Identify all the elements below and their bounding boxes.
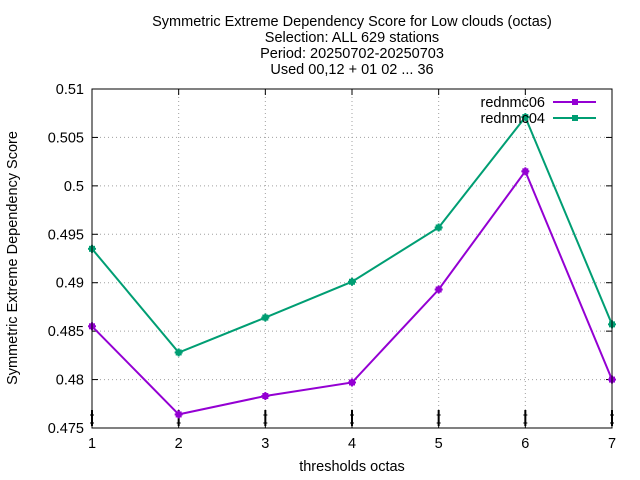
y-tick-label: 0.485 (48, 324, 84, 340)
legend-marker-rednmc04 (572, 115, 578, 121)
y-tick-label: 0.49 (56, 276, 84, 292)
chart-title: Symmetric Extreme Dependency Score for L… (152, 14, 552, 78)
title-line-4: Used 00,12 + 01 02 ... 36 (270, 62, 433, 78)
tick-labels: 0.475 0.48 0.485 0.49 0.495 0.5 0.505 0.51 1 2 3 4 5… (48, 82, 616, 452)
y-tick-label: 0.505 (48, 130, 84, 146)
plot-border (91, 88, 613, 429)
x-tick-label: 4 (348, 436, 356, 452)
x-tick-label: 5 (435, 436, 443, 452)
y-tick-label: 0.51 (56, 82, 84, 98)
series-rednmc06 (88, 167, 616, 419)
title-line-3: Period: 20250702-20250703 (260, 46, 444, 62)
x-tick-label: 1 (88, 436, 96, 452)
legend-label-rednmc06: rednmc06 (481, 95, 545, 111)
y-tick-label: 0.5 (64, 179, 84, 195)
y-tick-label: 0.48 (56, 373, 84, 389)
x-tick-label: 2 (175, 436, 183, 452)
title-line-1: Symmetric Extreme Dependency Score for L… (152, 14, 552, 30)
x-axis-label: thresholds octas (299, 459, 405, 475)
title-line-2: Selection: ALL 629 stations (265, 30, 439, 46)
x-tick-label: 7 (608, 436, 616, 452)
y-tick-label: 0.475 (48, 421, 84, 437)
x-tick-label: 6 (521, 436, 529, 452)
legend-marker-rednmc06 (572, 99, 578, 105)
x-tick-label: 3 (261, 436, 269, 452)
y-tick-label: 0.495 (48, 227, 84, 243)
legend-label-rednmc04: rednmc04 (481, 111, 545, 127)
y-axis-label: Symmetric Extreme Dependency Score (5, 131, 21, 385)
